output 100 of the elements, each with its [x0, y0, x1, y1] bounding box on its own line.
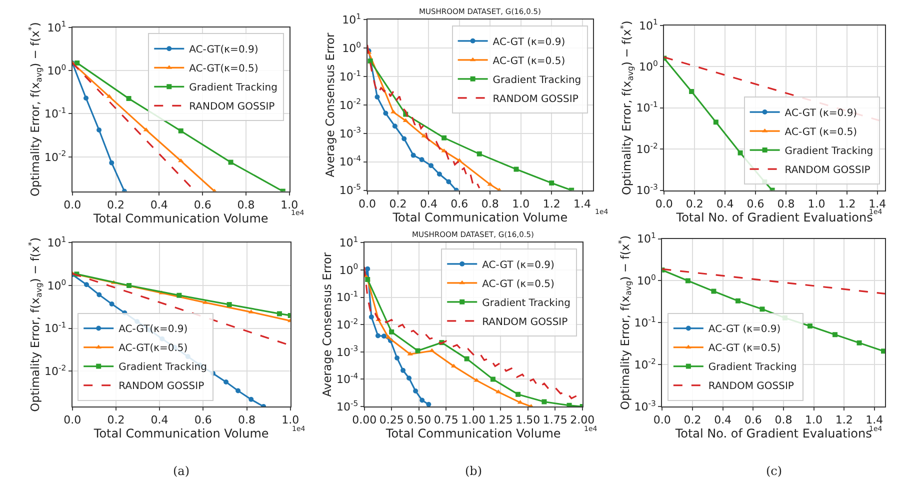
- point: [248, 396, 254, 402]
- point: [685, 278, 690, 284]
- x-tick-label: 1.0: [512, 198, 530, 211]
- x-tick-label: 1.4: [574, 198, 592, 211]
- y-tick-label: 10$^{0}$: [637, 272, 656, 288]
- point: [394, 355, 400, 360]
- y-tick-label: 10$^{0}$: [639, 58, 658, 74]
- line-series: [367, 44, 480, 189]
- point: [402, 136, 407, 142]
- point: [856, 340, 862, 346]
- x-tick-label: 0.2: [389, 198, 407, 211]
- x-axis-title: Total Communication Volume: [92, 426, 269, 441]
- y-tick-label: 10$^{-2}$: [634, 356, 656, 372]
- x-axis-title: Total Communication Volume: [384, 426, 561, 441]
- point: [236, 388, 241, 394]
- point: [429, 348, 435, 352]
- legend-label: AC-GT (κ=0.9): [482, 260, 554, 271]
- legend-label: AC-GT (κ=0.9): [784, 108, 858, 119]
- point: [368, 58, 373, 64]
- point: [436, 172, 442, 177]
- x-tick-label: 0.8: [238, 414, 256, 427]
- legend-label: RANDOM GOSSIP: [492, 94, 578, 105]
- y-tick-label: 10$^{-1}$: [636, 100, 658, 115]
- point: [881, 348, 886, 354]
- y-tick-label: 10$^{-2}$: [44, 149, 66, 164]
- x-tick-label: 1.0: [808, 198, 826, 211]
- point: [426, 402, 432, 407]
- x-tick-label: 0.4: [716, 198, 734, 211]
- y-tick-label: 10$^{-2}$: [44, 363, 66, 378]
- legend-label: RANDOM GOSSIP: [708, 381, 794, 392]
- y-tick-label: 10$^{1}$: [47, 234, 66, 250]
- point: [490, 376, 496, 382]
- point: [514, 166, 519, 172]
- legend-label: AC-GT(κ=0.9): [118, 324, 188, 336]
- x-tick-label: 0.6: [194, 414, 212, 427]
- point: [109, 302, 114, 307]
- legend-label: Gradient Tracking: [482, 298, 570, 309]
- point: [713, 120, 718, 125]
- x-tick-label: 0.8: [777, 198, 795, 211]
- y-tick-label: 10$^{-4}$: [336, 371, 358, 386]
- x-tick-label: 0.6: [194, 198, 212, 212]
- x-tick-label: 1.0: [282, 414, 300, 427]
- text: (a): [173, 464, 190, 478]
- point: [549, 180, 554, 186]
- point: [84, 96, 89, 101]
- legend-label: AC-GT (κ=0.5): [784, 126, 858, 138]
- point: [375, 333, 380, 338]
- legend-label: AC-GT (κ=0.5): [492, 56, 566, 67]
- text: (c): [766, 464, 782, 478]
- x-tick-label: 0.25: [379, 414, 404, 427]
- y-tick-label: 10$^{-5}$: [336, 398, 358, 414]
- point: [446, 179, 452, 184]
- x-tick-label: 0.8: [481, 198, 499, 211]
- x-tick-label: 0.0: [64, 198, 82, 212]
- y-tick-label: 10$^{-2}$: [339, 97, 362, 112]
- x-tick-label: 0.2: [684, 414, 702, 427]
- point: [96, 292, 102, 298]
- legend-label: AC-GT (κ=0.9): [708, 324, 781, 336]
- x-tick-label: 1.4: [866, 414, 884, 427]
- x-tick-label: 0.75: [434, 414, 458, 427]
- x-tick-label: 0.50: [406, 414, 432, 427]
- legend-label: AC-GT (κ=0.9): [492, 36, 566, 48]
- point: [224, 380, 229, 385]
- y-tick-label: 10$^{-3}$: [634, 398, 656, 414]
- y-axis-title: Average Consensus Error: [320, 252, 334, 397]
- legend-label: Gradient Tracking: [492, 74, 582, 86]
- x-tick-label: 0.00: [352, 414, 377, 427]
- point: [711, 288, 716, 294]
- point: [406, 376, 412, 381]
- x-tick-label: 0.2: [107, 198, 125, 212]
- x-tick-label: 0.6: [450, 198, 468, 211]
- x-tick-label: 0.4: [150, 414, 168, 427]
- legend-label: RANDOM GOSSIP: [189, 102, 275, 113]
- point: [807, 324, 812, 329]
- point: [516, 392, 521, 397]
- legend-label: AC-GT (κ=0.5): [708, 343, 781, 354]
- point: [381, 334, 386, 339]
- point: [392, 124, 398, 129]
- x-tick-label: 0.6: [744, 414, 762, 427]
- y-tick-label: 10$^{1}$: [47, 20, 66, 34]
- y-tick-label: 10$^{-2}$: [636, 141, 658, 156]
- legend-label: RANDOM GOSSIP: [482, 316, 568, 328]
- y-tick-label: 10$^{0}$: [47, 278, 66, 292]
- point: [832, 332, 838, 338]
- point: [109, 160, 114, 166]
- point: [735, 298, 740, 304]
- point: [178, 128, 184, 134]
- y-tick-label: 10$^{-3}$: [339, 126, 362, 140]
- legend-label: RANDOM GOSSIP: [784, 164, 870, 176]
- legend-label: AC-GT(κ=0.5): [189, 64, 258, 75]
- x-tick-label: 0.8: [774, 414, 792, 427]
- point: [365, 266, 370, 272]
- point: [389, 329, 394, 334]
- point: [689, 88, 694, 94]
- x-tick-label: 1.2: [838, 198, 856, 211]
- point: [126, 283, 132, 288]
- point: [74, 60, 80, 66]
- point: [383, 110, 388, 116]
- legend-label: Gradient Tracking: [784, 146, 874, 157]
- point: [442, 135, 447, 140]
